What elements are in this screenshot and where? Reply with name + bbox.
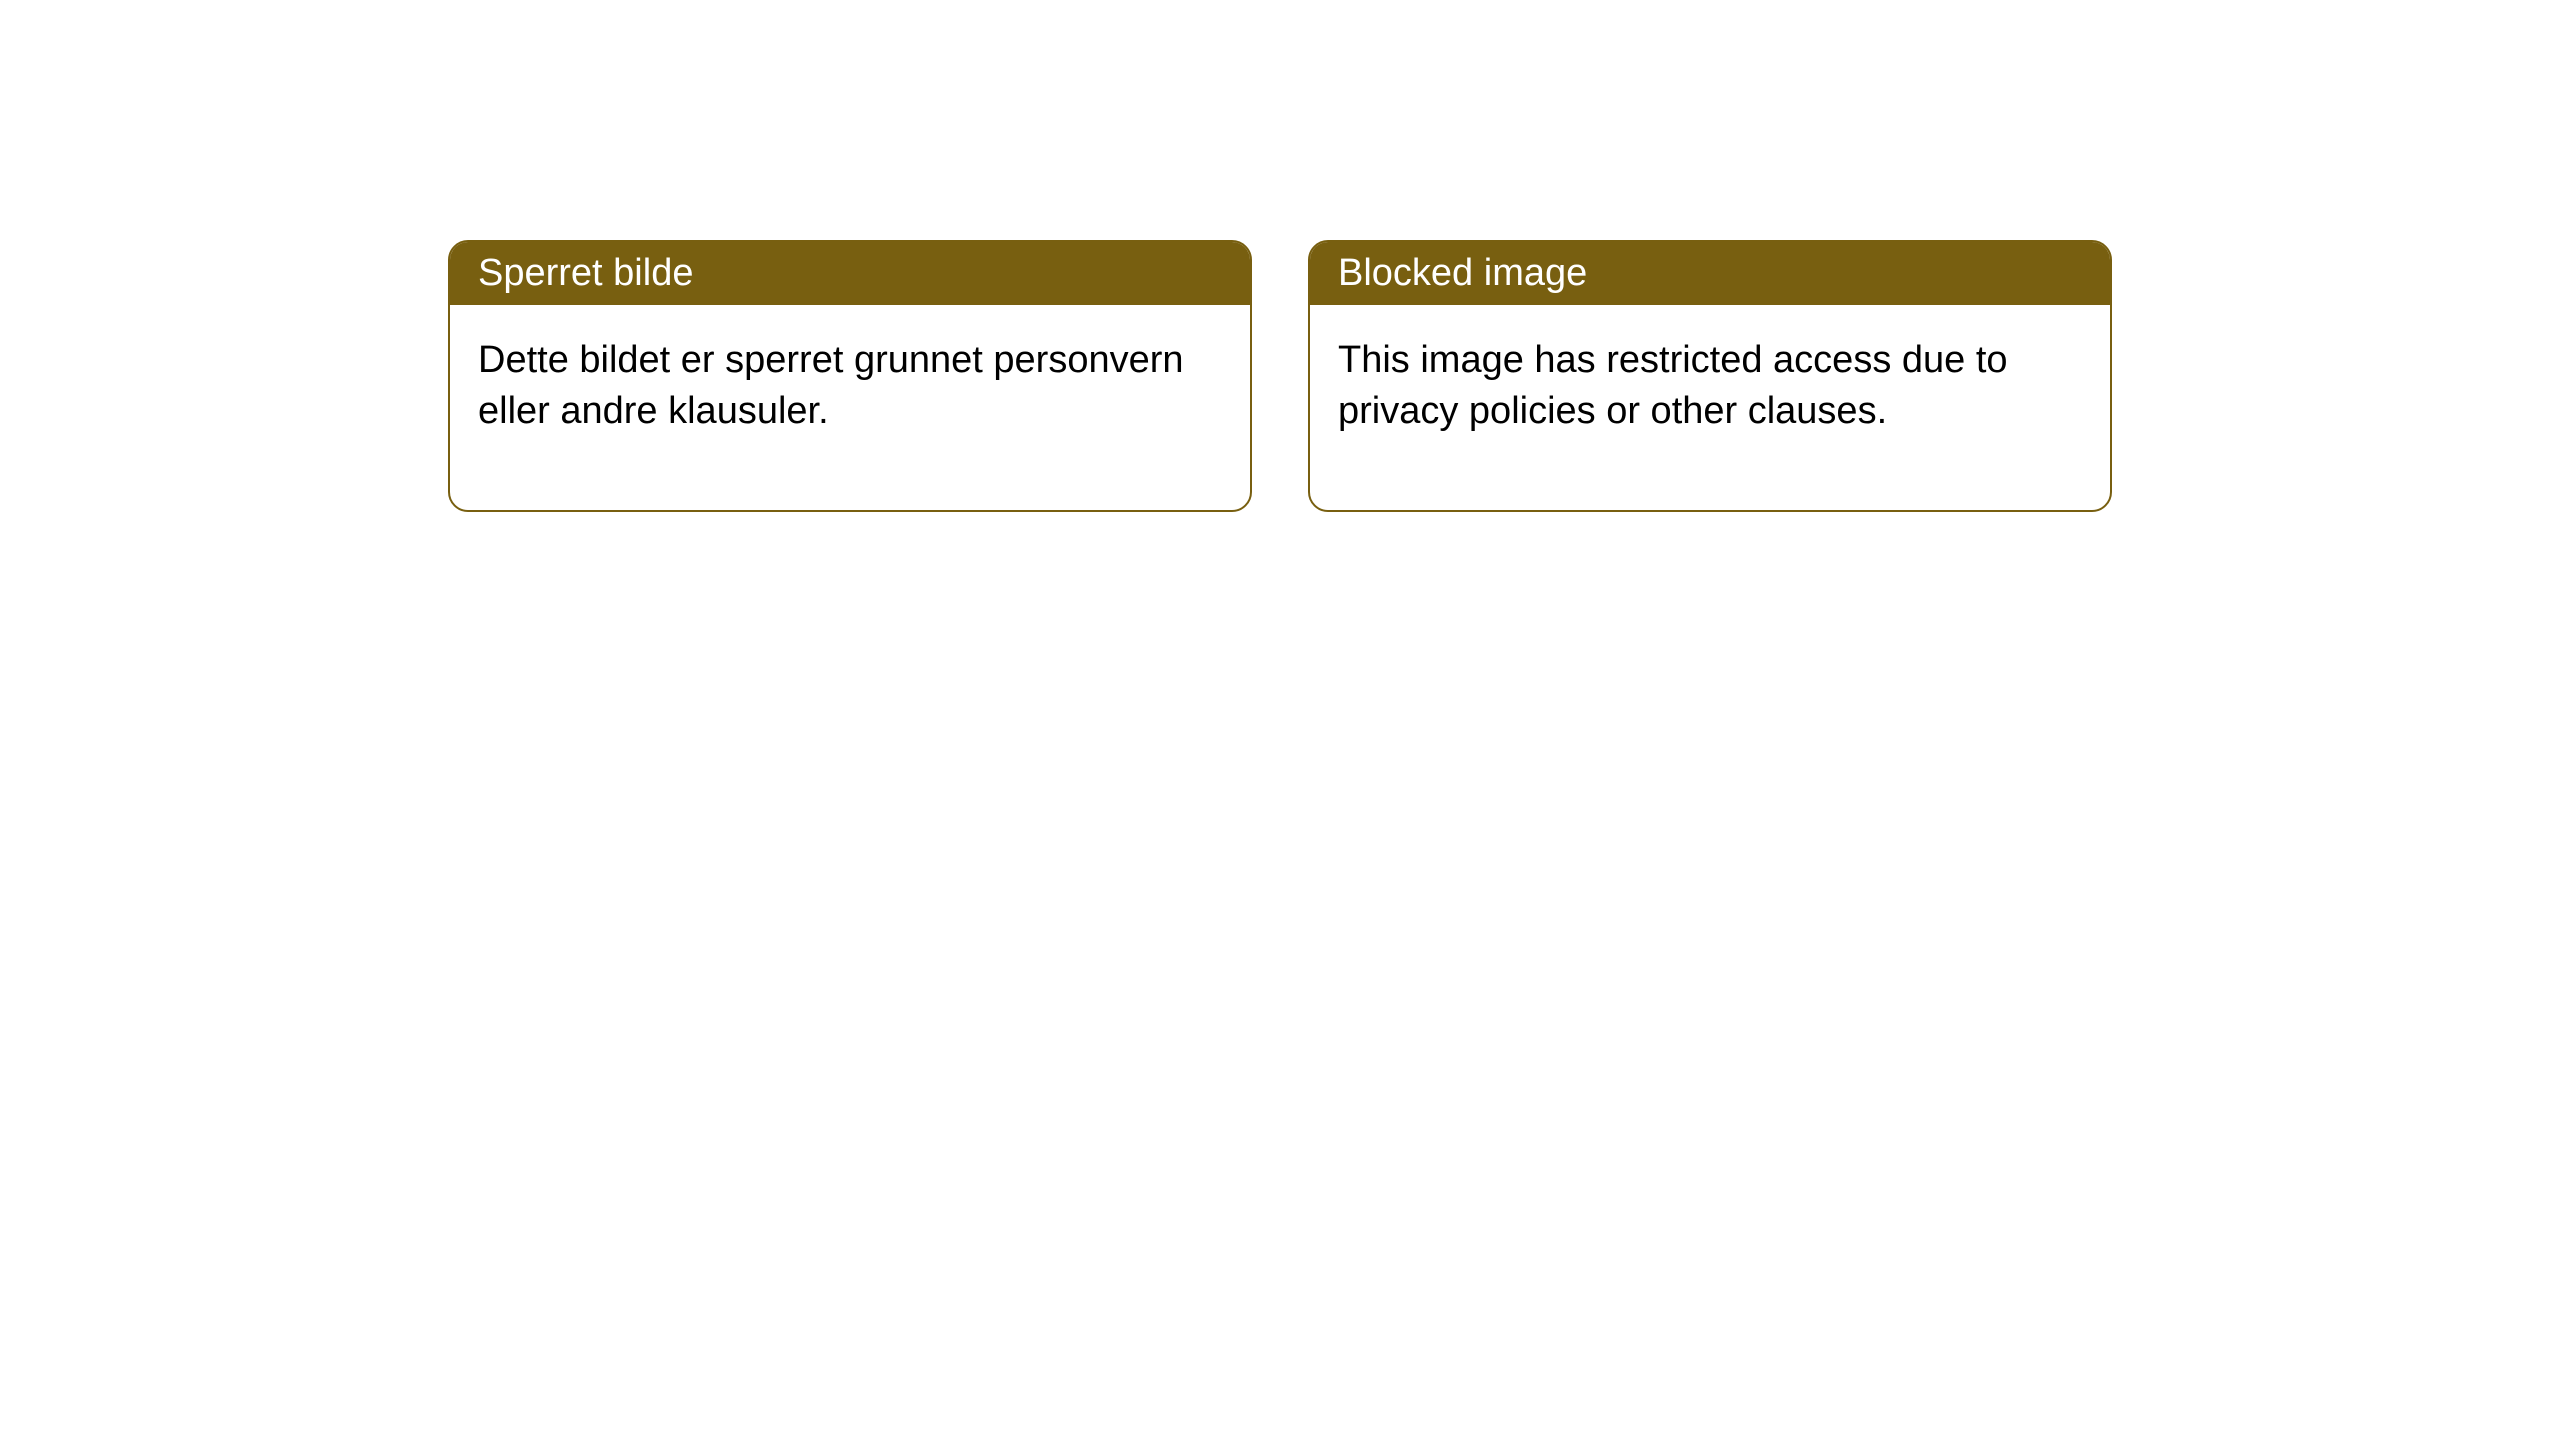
notice-title: Sperret bilde bbox=[478, 252, 693, 294]
notice-body: Dette bildet er sperret grunnet personve… bbox=[450, 305, 1250, 510]
notice-body-text: Dette bildet er sperret grunnet personve… bbox=[478, 339, 1184, 432]
notice-header: Blocked image bbox=[1310, 242, 2110, 305]
notice-body-text: This image has restricted access due to … bbox=[1338, 339, 2008, 432]
notice-title: Blocked image bbox=[1338, 252, 1587, 294]
notice-header: Sperret bilde bbox=[450, 242, 1250, 305]
notice-card-english: Blocked image This image has restricted … bbox=[1308, 240, 2112, 512]
notice-container: Sperret bilde Dette bildet er sperret gr… bbox=[448, 240, 2112, 512]
notice-card-norwegian: Sperret bilde Dette bildet er sperret gr… bbox=[448, 240, 1252, 512]
notice-body: This image has restricted access due to … bbox=[1310, 305, 2110, 510]
